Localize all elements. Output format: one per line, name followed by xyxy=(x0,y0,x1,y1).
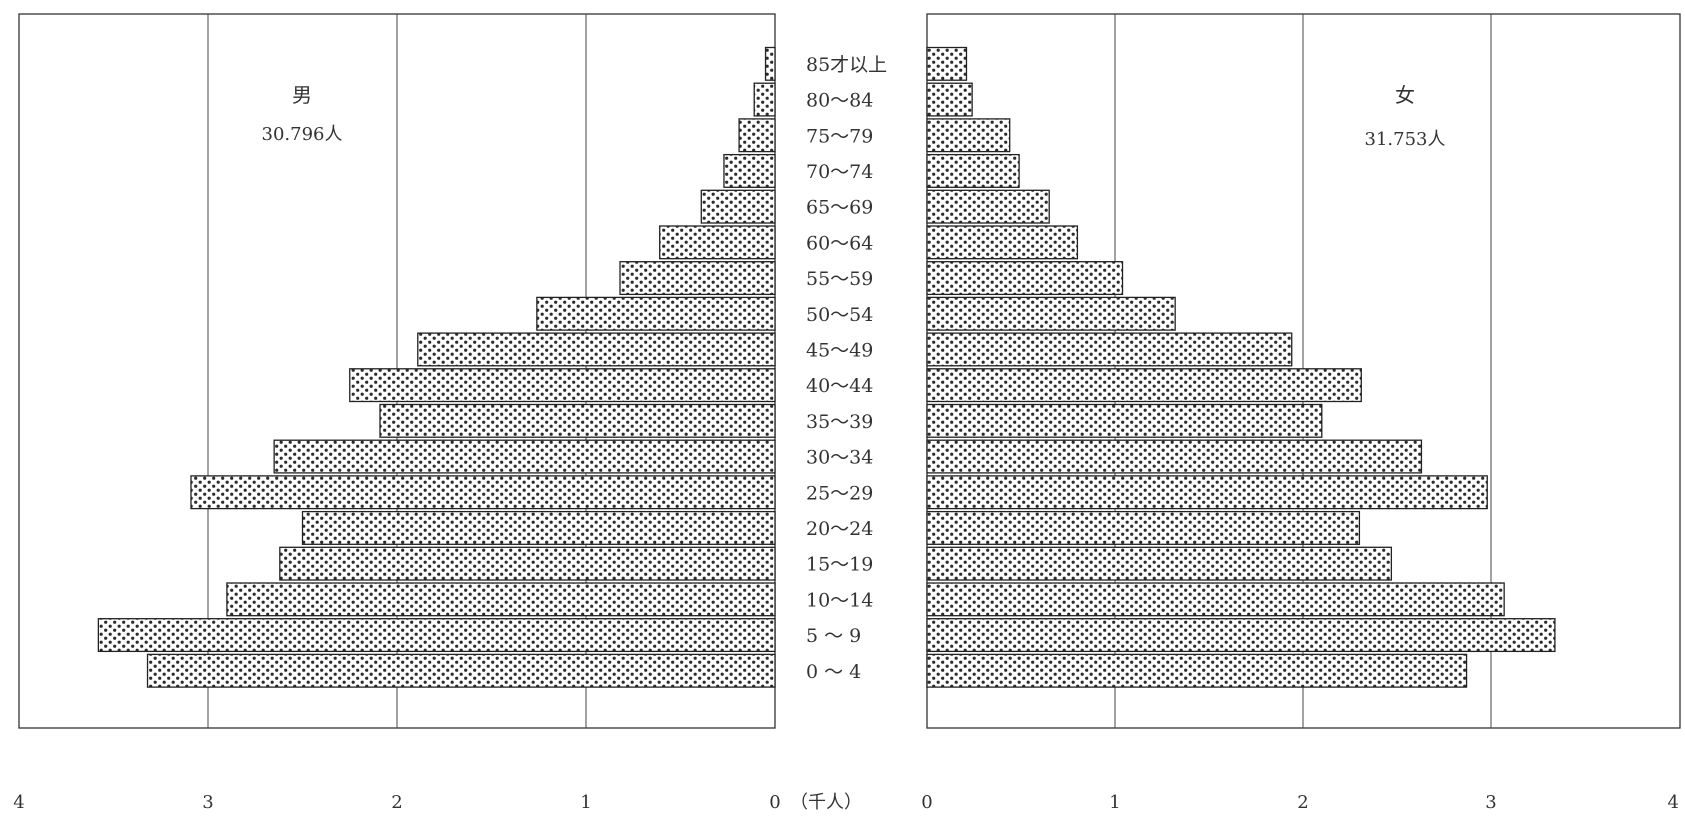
age-label: 30～34 xyxy=(806,447,873,469)
right-x-tick-label: 0 xyxy=(921,792,932,813)
female-bar xyxy=(926,46,968,81)
male-bar xyxy=(536,296,776,331)
female-bar xyxy=(926,153,1020,188)
age-label: 5 ～ 9 xyxy=(806,625,861,647)
right-x-tick-label: 4 xyxy=(1668,792,1679,813)
male-bar xyxy=(279,546,776,581)
male-bar xyxy=(700,189,776,224)
male-bar xyxy=(417,332,776,367)
male-bar xyxy=(379,403,776,438)
age-label: 10～14 xyxy=(806,589,873,611)
female-bar xyxy=(926,546,1393,581)
female-bar xyxy=(926,510,1361,545)
age-label: 0 ～ 4 xyxy=(806,661,861,683)
age-label: 40～44 xyxy=(806,375,873,397)
male-bar xyxy=(273,439,776,474)
female-bar xyxy=(926,618,1556,653)
left-x-tick-label: 0 xyxy=(769,792,780,813)
female-bar xyxy=(926,296,1176,331)
age-label: 55～59 xyxy=(806,268,873,290)
right-x-tick-label: 3 xyxy=(1485,792,1496,813)
male-bar xyxy=(146,653,776,688)
age-label: 65～69 xyxy=(806,197,873,219)
female-bar xyxy=(926,225,1079,260)
left-x-tick-label: 4 xyxy=(13,792,24,813)
female-bar xyxy=(926,582,1505,617)
male-bar xyxy=(753,82,776,117)
female-bar xyxy=(926,439,1423,474)
left-x-tick-label: 2 xyxy=(391,792,402,813)
female-bar xyxy=(926,118,1011,153)
male-bar xyxy=(190,475,776,510)
male-bar xyxy=(349,368,776,403)
age-label: 70～74 xyxy=(806,161,873,183)
age-label: 50～54 xyxy=(806,304,873,326)
unit-label: （千人） xyxy=(790,792,862,813)
male-series-name: 男 xyxy=(292,83,312,107)
female-bar xyxy=(926,475,1488,510)
age-label: 35～39 xyxy=(806,411,873,433)
female-bar xyxy=(926,332,1293,367)
male-bar xyxy=(738,118,776,153)
male-bar xyxy=(226,582,776,617)
male-bar xyxy=(764,46,776,81)
male-bar xyxy=(301,510,776,545)
male-bar xyxy=(97,618,776,653)
male-total-label: 30.796人 xyxy=(262,124,343,145)
age-label: 20～24 xyxy=(806,518,873,540)
female-bar xyxy=(926,403,1323,438)
male-bar xyxy=(659,225,776,260)
age-label: 85才以上 xyxy=(806,54,887,76)
left-x-tick-label: 1 xyxy=(580,792,591,813)
right-x-tick-label: 2 xyxy=(1297,792,1308,813)
age-label: 60～64 xyxy=(806,232,873,254)
age-label: 80～84 xyxy=(806,90,873,112)
age-label: 45～49 xyxy=(806,339,873,361)
female-bar xyxy=(926,189,1050,224)
male-bar xyxy=(723,153,776,188)
left-x-tick-label: 3 xyxy=(202,792,213,813)
female-bar xyxy=(926,653,1468,688)
age-label: 15～19 xyxy=(806,554,873,576)
age-label: 25～29 xyxy=(806,482,873,504)
age-label: 75～79 xyxy=(806,125,873,147)
right-x-tick-label: 1 xyxy=(1109,792,1120,813)
female-bar xyxy=(926,368,1362,403)
female-series-name: 女 xyxy=(1395,83,1415,107)
male-bar xyxy=(619,261,776,296)
female-total-label: 31.753人 xyxy=(1365,129,1446,150)
female-bar xyxy=(926,82,973,117)
female-bar xyxy=(926,261,1124,296)
